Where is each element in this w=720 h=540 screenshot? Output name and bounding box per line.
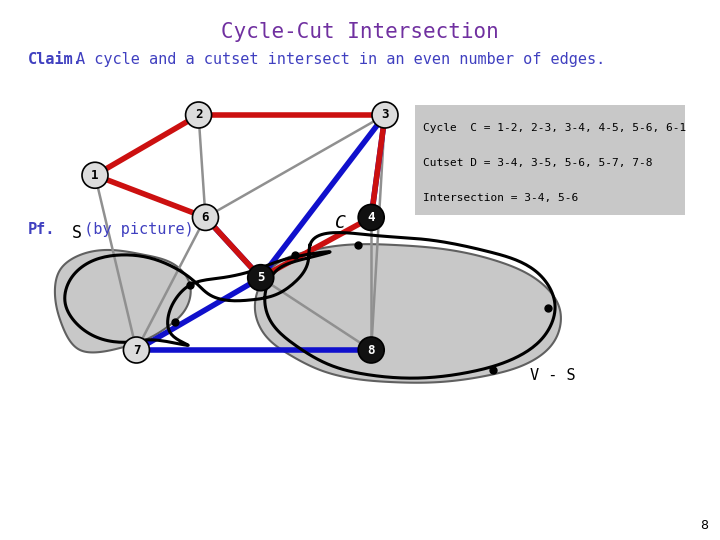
- Circle shape: [123, 337, 150, 363]
- Text: 8: 8: [700, 519, 708, 532]
- Text: (by picture): (by picture): [66, 222, 194, 237]
- Text: 5: 5: [257, 271, 264, 284]
- Circle shape: [82, 162, 108, 188]
- FancyBboxPatch shape: [415, 105, 685, 215]
- Circle shape: [248, 265, 274, 291]
- Text: 1: 1: [91, 169, 99, 182]
- Text: 8: 8: [367, 343, 375, 356]
- Text: A cycle and a cutset intersect in an even number of edges.: A cycle and a cutset intersect in an eve…: [76, 52, 606, 67]
- Text: V - S: V - S: [530, 368, 575, 383]
- Polygon shape: [255, 244, 561, 383]
- Text: 4: 4: [367, 211, 375, 224]
- Text: 7: 7: [132, 343, 140, 356]
- Circle shape: [186, 102, 212, 128]
- Text: S: S: [72, 224, 82, 242]
- Text: 2: 2: [195, 109, 202, 122]
- Text: Cycle  C = 1-2, 2-3, 3-4, 4-5, 5-6, 6-1: Cycle C = 1-2, 2-3, 3-4, 4-5, 5-6, 6-1: [423, 123, 686, 133]
- Text: Cutset D = 3-4, 3-5, 5-6, 5-7, 7-8: Cutset D = 3-4, 3-5, 5-6, 5-7, 7-8: [423, 158, 652, 168]
- Text: Pf.: Pf.: [28, 222, 55, 237]
- Circle shape: [192, 205, 218, 231]
- Polygon shape: [55, 250, 191, 353]
- Circle shape: [358, 337, 384, 363]
- Text: Intersection = 3-4, 5-6: Intersection = 3-4, 5-6: [423, 193, 578, 203]
- Text: Cycle-Cut Intersection: Cycle-Cut Intersection: [221, 22, 499, 42]
- Circle shape: [358, 205, 384, 231]
- Text: 6: 6: [202, 211, 210, 224]
- Text: Claim.: Claim.: [28, 52, 83, 67]
- Text: C: C: [335, 214, 346, 232]
- Text: 3: 3: [382, 109, 389, 122]
- Circle shape: [372, 102, 398, 128]
